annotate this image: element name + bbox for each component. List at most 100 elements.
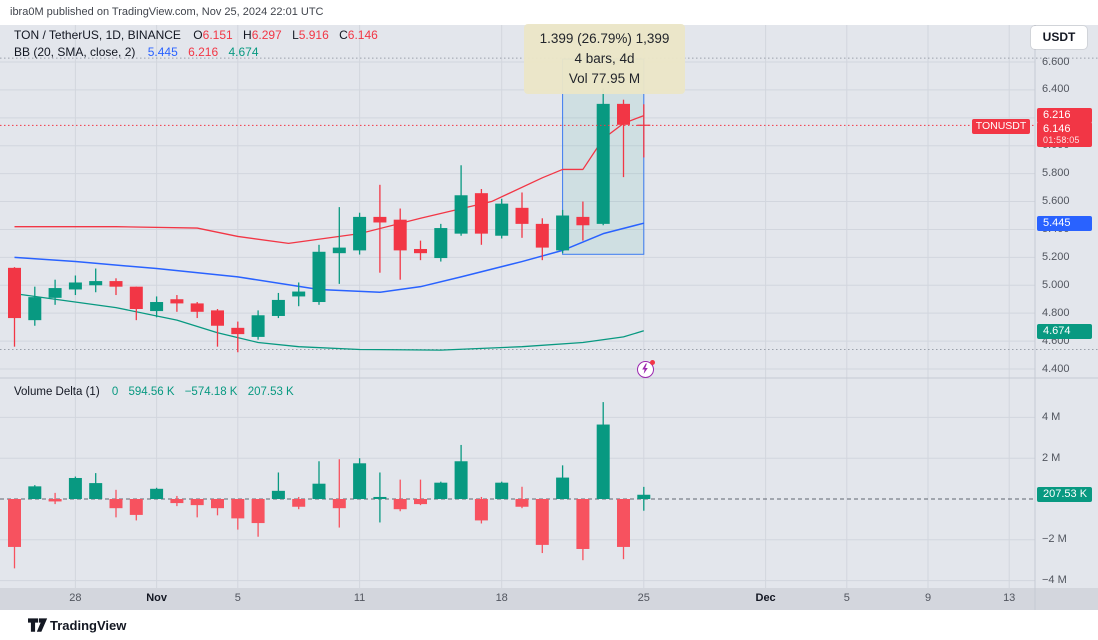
candle (292, 282, 306, 307)
volume-bar (495, 481, 509, 499)
volume-bar (231, 499, 245, 530)
bb-indicator-legend[interactable]: BB (20, SMA, close, 2) 5.445 6.216 4.674 (14, 45, 266, 59)
bar-countdown: 01:58:05 (1043, 135, 1080, 145)
volume-bar (515, 486, 529, 509)
volume-bar (251, 499, 265, 537)
bb-basis-badge: 5.445 (1037, 215, 1092, 231)
volume-delta-min: −574.18 K (184, 386, 238, 398)
range-dotted-lines (0, 57, 1098, 350)
candle (414, 240, 427, 261)
volume-bar (28, 485, 42, 499)
volume-bar (48, 492, 62, 505)
volume-bar (393, 479, 407, 512)
volume-bar (332, 459, 346, 528)
candle (251, 310, 265, 340)
volume-bar (576, 499, 590, 561)
lightning-bolt-glyph (642, 363, 648, 374)
volume-bar (353, 458, 367, 499)
volume-bar (68, 476, 82, 499)
bb-basis-line (14, 222, 644, 293)
candles (8, 88, 651, 353)
candle (28, 286, 42, 326)
symbol-legend[interactable]: TON / TetherUS, 1D, BINANCE O6.151 H6.29… (14, 28, 385, 42)
currency-toggle-button[interactable]: USDT (1031, 26, 1087, 49)
volume-delta-legend[interactable]: Volume Delta (1) 0 594.56 K −574.18 K 20… (14, 386, 301, 398)
bb-upper-value: 6.216 (188, 45, 219, 59)
volume-bar (312, 461, 326, 499)
volume-bar (474, 496, 488, 524)
volume-bar (89, 473, 103, 499)
bb-basis-value: 5.445 (147, 45, 178, 59)
candle (170, 295, 184, 312)
volume-bar (617, 499, 630, 560)
candle (515, 192, 529, 238)
candle (393, 208, 407, 280)
volume-bar (211, 499, 224, 516)
candle (332, 207, 346, 284)
candle (312, 244, 326, 305)
volume-bar (271, 472, 285, 499)
volume-delta-badge: 207.53 K (1037, 487, 1092, 502)
last-price-badge: 6.146 01:58:05 (1037, 122, 1092, 147)
ohlc-low: L5.916 (292, 28, 329, 42)
ohlc-high: H6.297 (243, 28, 282, 42)
chart-background (0, 25, 1098, 610)
volume-bar (373, 472, 387, 523)
volume-bar (454, 444, 468, 499)
bb-indicator-title: BB (20, SMA, close, 2) (14, 45, 136, 59)
notification-dot (650, 360, 655, 365)
volume-bar (414, 479, 427, 506)
candle (434, 223, 448, 262)
bb-upper-badge: 6.216 (1037, 107, 1092, 123)
symbol-price-tag: TONUSDT (972, 119, 1030, 134)
measure-volume: Vol 77.95 M (568, 71, 641, 86)
volume-bar (170, 495, 184, 507)
candle (495, 198, 509, 239)
candle (211, 308, 224, 347)
measure-bars-count: 4 bars, 4d (574, 51, 635, 66)
volume-bar (596, 402, 610, 499)
volume-bar (292, 496, 306, 510)
candle (637, 104, 651, 158)
candle (617, 99, 630, 178)
candle (535, 218, 549, 261)
candle (353, 212, 367, 255)
tradingview-logo-icon (28, 618, 48, 632)
bb-lower-band-line (14, 293, 644, 351)
volume-bar (637, 486, 651, 511)
measure-price-change: 1.399 (26.79%) 1,399 (539, 31, 670, 46)
candle (556, 209, 570, 254)
volume-bar (556, 465, 570, 499)
symbol-title: TON / TetherUS, 1D, BINANCE (14, 28, 181, 42)
volume-bar (535, 499, 549, 554)
bb-lower-value: 4.674 (228, 45, 259, 59)
volume-bar (8, 499, 21, 569)
lightning-script-icon[interactable] (637, 360, 655, 378)
candle (596, 88, 610, 226)
bb-upper-band-line (14, 114, 645, 245)
candle (190, 302, 204, 319)
volume-bar (190, 499, 204, 518)
footer-bar: TradingView (0, 610, 1098, 640)
candle (48, 279, 62, 305)
volume-delta-title: Volume Delta (1) (14, 386, 100, 398)
candle (89, 268, 103, 293)
volume-bar (150, 487, 164, 499)
candle (68, 275, 82, 296)
measure-tooltip: 1.399 (26.79%) 1,399 4 bars, 4d Vol 77.9… (524, 24, 685, 94)
attribution-text: ibra0M published on TradingView.com, Nov… (10, 6, 324, 18)
time-axis-strip[interactable] (0, 588, 1098, 610)
candle (109, 278, 123, 296)
volume-delta-open: 0 (111, 386, 119, 398)
volume-bar (109, 489, 123, 518)
volume-delta-bars (8, 402, 651, 569)
bb-lower-badge: 4.674 (1037, 323, 1092, 339)
candle (271, 292, 285, 319)
candle (454, 165, 468, 236)
candle (129, 286, 143, 321)
volume-bar (129, 499, 143, 521)
volume-delta-max: 594.56 K (128, 386, 175, 398)
candle (231, 321, 245, 353)
